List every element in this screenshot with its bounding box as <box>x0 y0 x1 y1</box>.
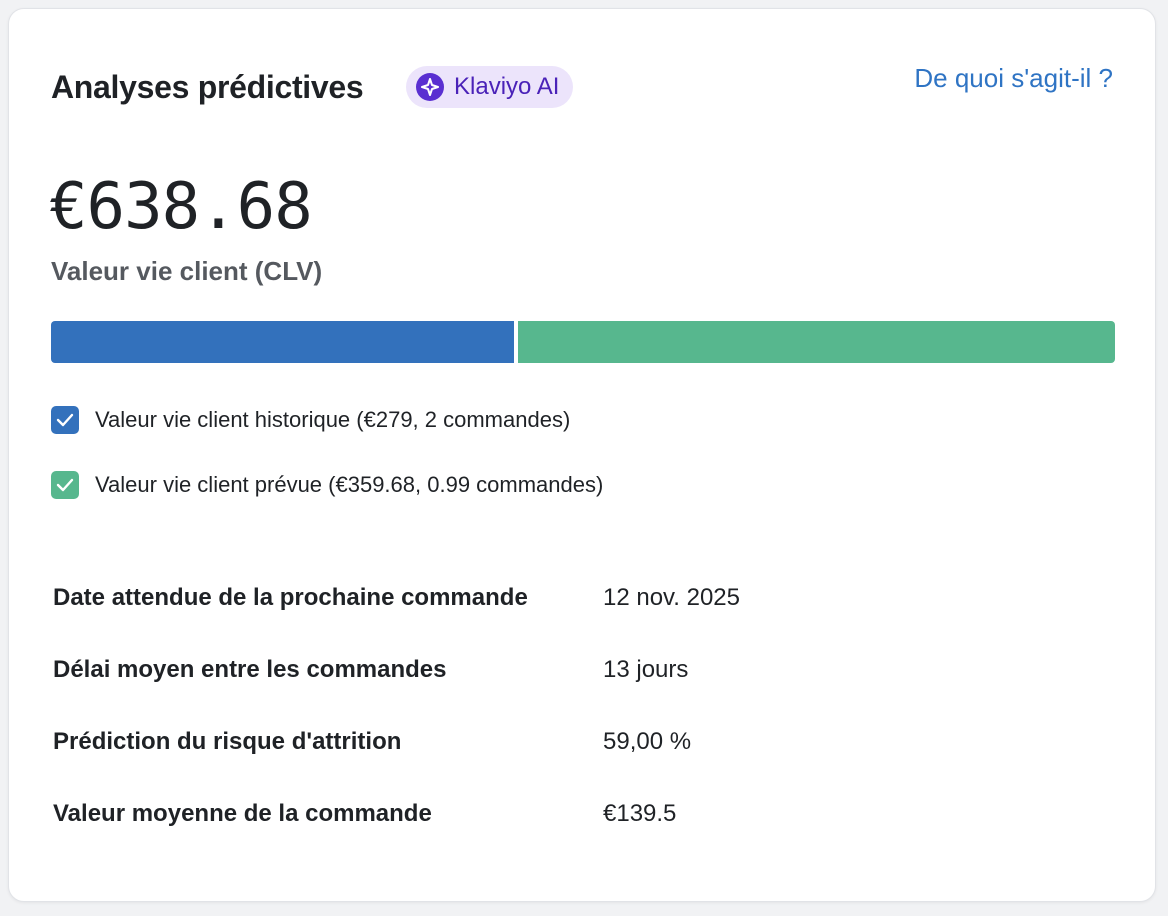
card-title: Analyses prédictives <box>51 69 364 105</box>
historical-clv-segment <box>51 321 515 363</box>
badge-label: Klaviyo AI <box>454 73 560 100</box>
checkmark-icon <box>56 478 74 492</box>
what-is-this-link[interactable]: De quoi s'agit-il ? <box>914 63 1113 93</box>
stat-row-avg-time-between-orders: Délai moyen entre les commandes 13 jours <box>53 654 1117 686</box>
sparkle-icon <box>416 73 444 101</box>
stat-value: 59,00 % <box>603 728 692 755</box>
stat-value: 13 jours <box>603 656 689 683</box>
legend-item-predicted[interactable]: Valeur vie client prévue (€359.68, 0.99 … <box>51 471 603 499</box>
legend-item-historical[interactable]: Valeur vie client historique (€279, 2 co… <box>51 406 570 434</box>
stat-label: Prédiction du risque d'attrition <box>53 728 402 755</box>
legend-label-historical: Valeur vie client historique (€279, 2 co… <box>95 407 571 432</box>
stat-value: €139.5 <box>603 800 677 827</box>
predicted-checkbox[interactable] <box>51 471 79 499</box>
clv-label: Valeur vie client (CLV) <box>51 256 323 286</box>
clv-value: €638.68 <box>49 170 313 244</box>
stat-label: Délai moyen entre les commandes <box>53 656 447 683</box>
stat-row-churn-risk: Prédiction du risque d'attrition 59,00 % <box>53 726 1117 758</box>
predictive-analytics-card: Analyses prédictives Klaviyo AI De quoi … <box>8 8 1156 902</box>
stat-row-next-order-date: Date attendue de la prochaine commande 1… <box>53 582 1117 614</box>
historical-checkbox[interactable] <box>51 406 79 434</box>
predicted-clv-segment <box>518 321 1115 363</box>
stat-row-avg-order-value: Valeur moyenne de la commande €139.5 <box>53 798 1117 830</box>
stat-label: Valeur moyenne de la commande <box>53 800 432 827</box>
checkmark-icon <box>56 413 74 427</box>
klaviyo-ai-badge: Klaviyo AI <box>406 66 574 108</box>
clv-progress-bar <box>51 321 1115 363</box>
bar-divider <box>514 321 519 363</box>
stat-label: Date attendue de la prochaine commande <box>53 584 528 611</box>
stat-value: 12 nov. 2025 <box>603 584 741 611</box>
legend-label-predicted: Valeur vie client prévue (€359.68, 0.99 … <box>95 472 604 497</box>
